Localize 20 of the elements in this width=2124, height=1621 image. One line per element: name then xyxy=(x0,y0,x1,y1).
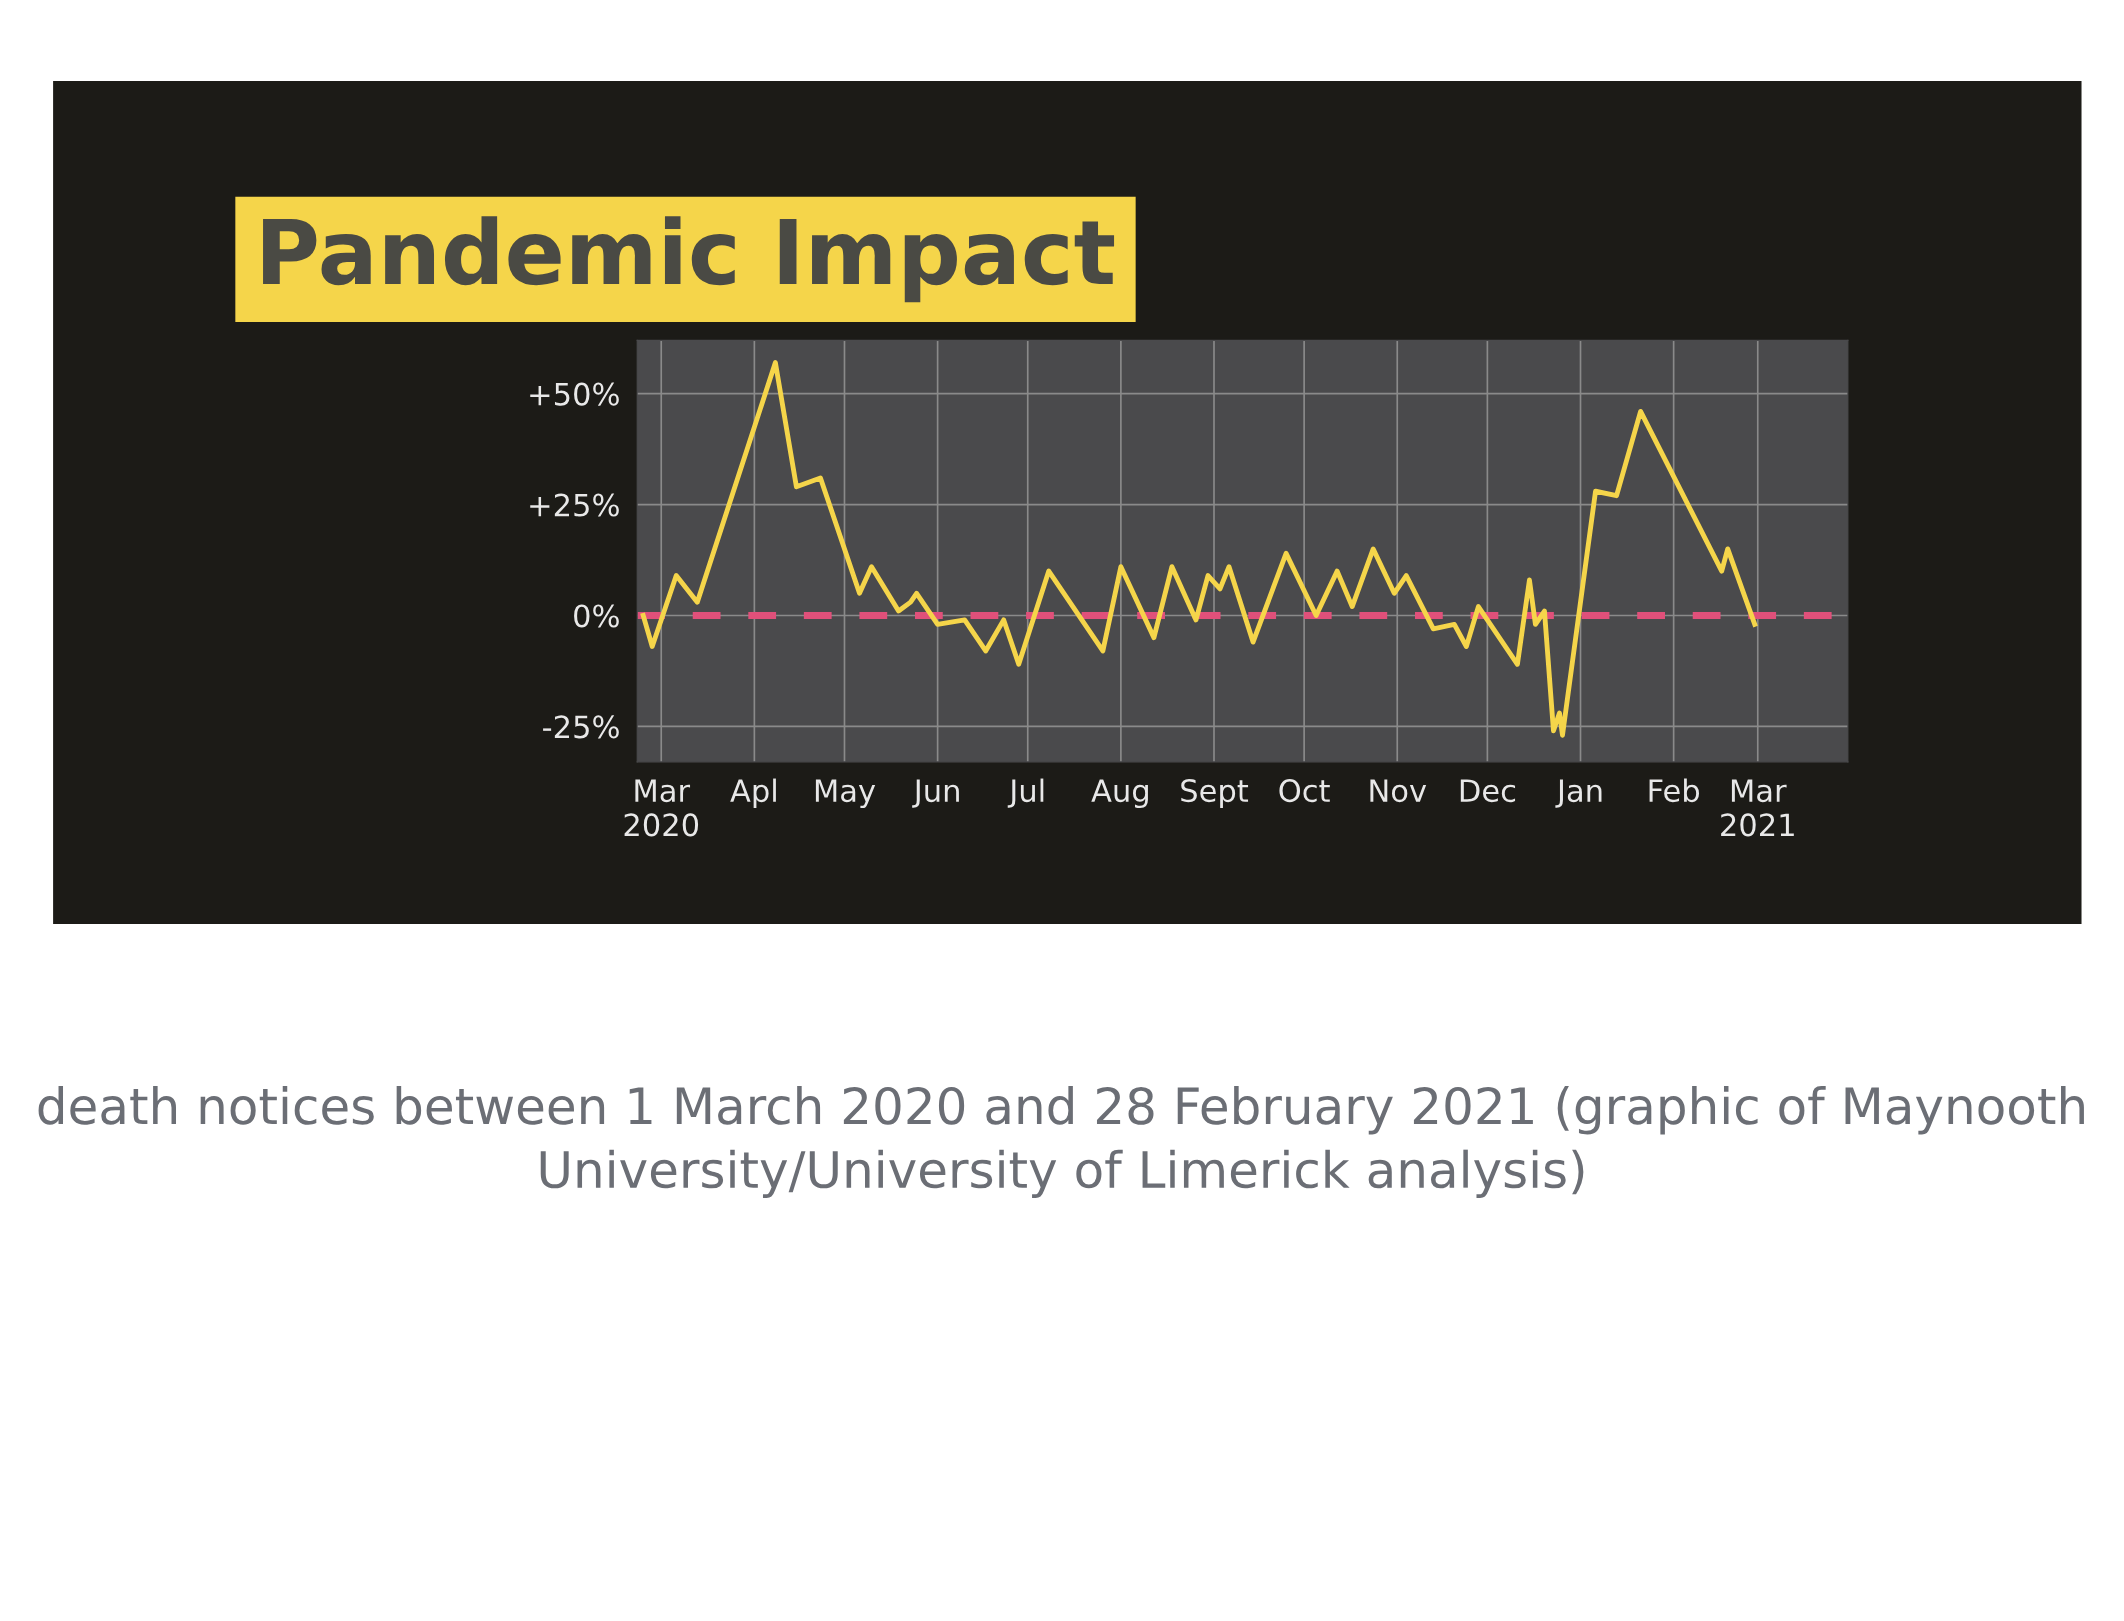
y-tick-label: -25% xyxy=(543,715,619,739)
x-tick-label: Aug xyxy=(1091,779,1148,809)
x-tick-label: Mar 2020 xyxy=(624,779,699,837)
x-tick-label: Mar 2021 xyxy=(1721,779,1794,837)
x-tick-label: Oct xyxy=(1279,779,1330,803)
x-tick-label: Dec xyxy=(1460,779,1516,803)
text: death notices between 1 March 2020 and 28 February 2021 (graphic of Maynooth University/University of Limerick analysis) xyxy=(38,1086,2084,1199)
chart-title: Pandemic Impact xyxy=(263,216,1115,303)
x-tick-label: Sept xyxy=(1181,779,1249,809)
x-tick-label: Jul xyxy=(1007,778,1044,808)
x-tick-label: Jun xyxy=(912,779,959,808)
x-tick-label: Apl xyxy=(730,778,776,809)
y-tick-label: 0% xyxy=(574,604,619,628)
x-tick-label: Jan xyxy=(1555,779,1602,808)
x-tick-label: May xyxy=(815,779,876,809)
y-tick-label: +25% xyxy=(530,493,619,517)
y-tick-label: +50% xyxy=(530,382,619,406)
x-tick-label: Nov xyxy=(1370,779,1427,803)
x-tick-label: Feb xyxy=(1649,778,1700,803)
line-series xyxy=(640,360,1758,738)
